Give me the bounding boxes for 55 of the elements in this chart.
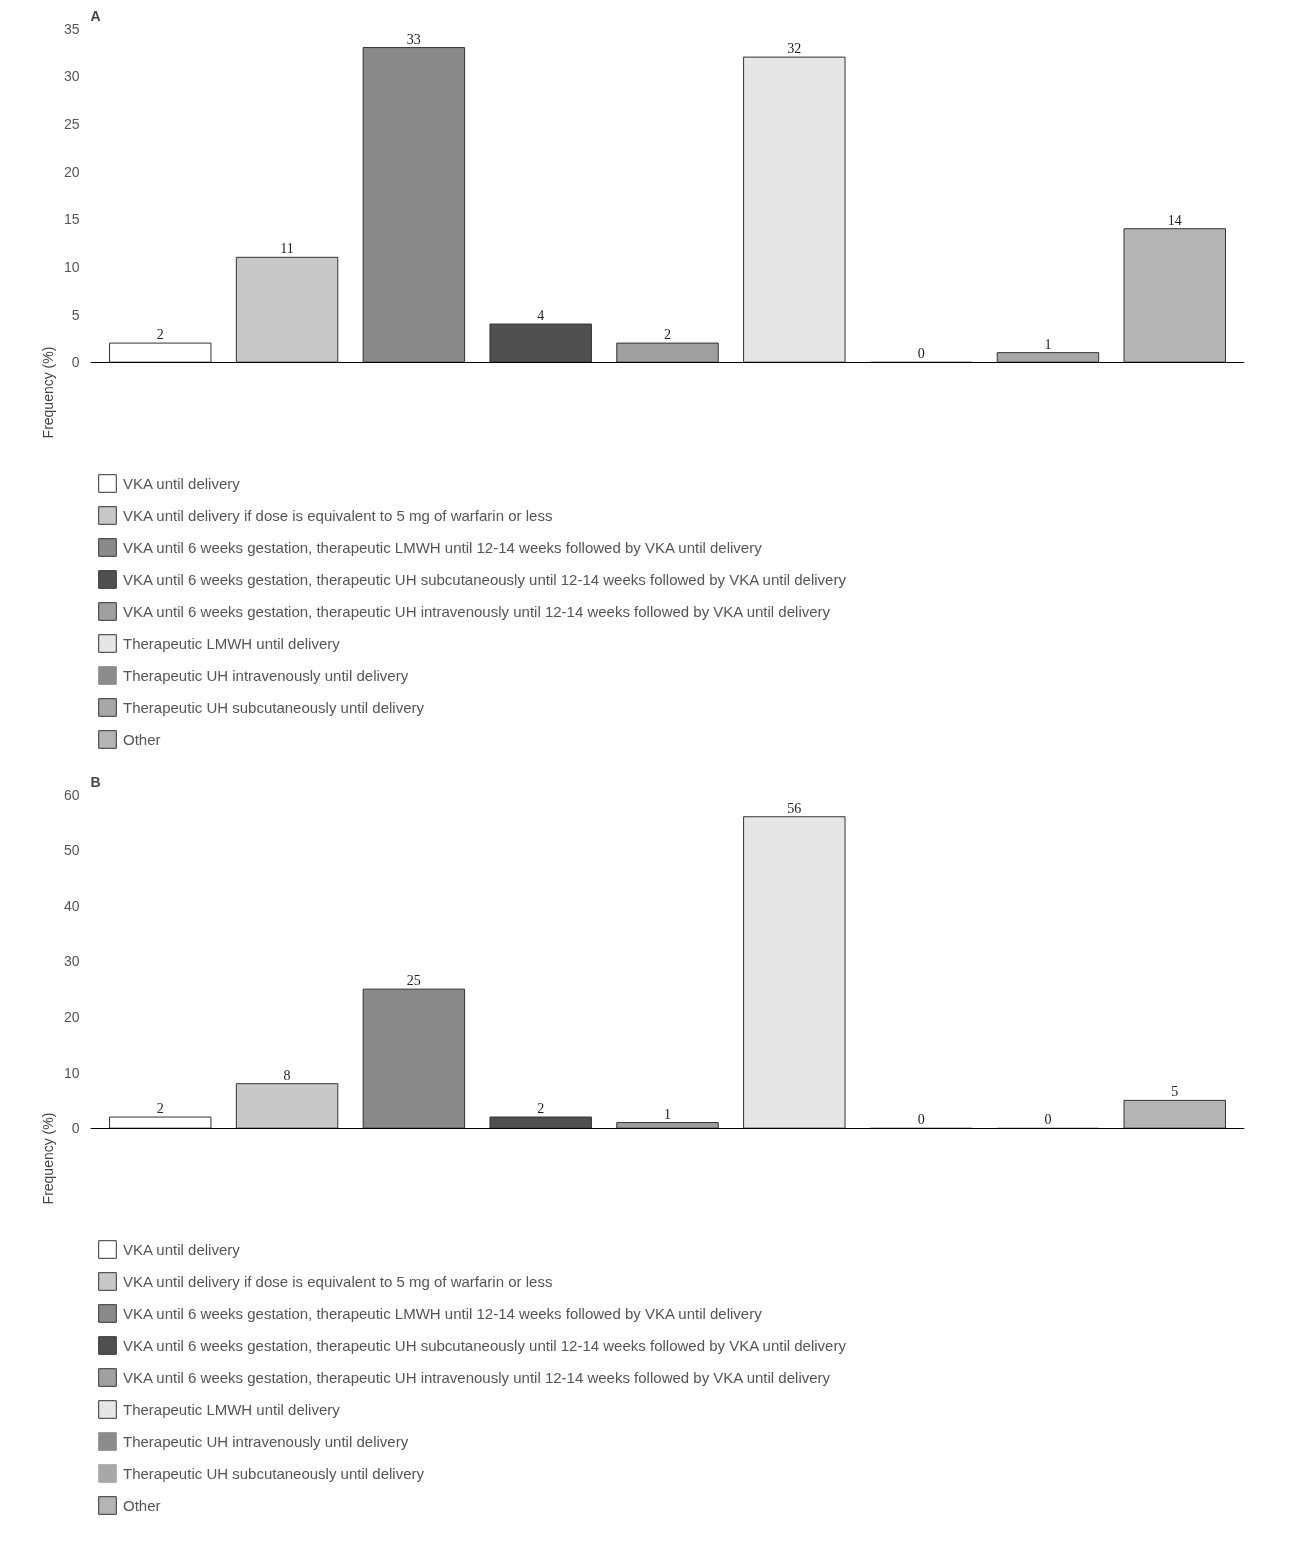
data-label: 14 xyxy=(1167,212,1182,228)
y-tick-label: 20 xyxy=(63,1008,80,1025)
y-tick-label: 15 xyxy=(63,211,80,228)
y-tick-label: 60 xyxy=(63,786,80,803)
data-label: 1 xyxy=(664,1106,671,1122)
data-label: 0 xyxy=(1044,1112,1052,1128)
legend-label: VKA until delivery xyxy=(123,1240,240,1258)
legend-label: Therapeutic UH subcutaneously until delivery xyxy=(123,698,424,716)
data-label: 0 xyxy=(917,346,925,362)
legend-label: VKA until 6 weeks gestation, therapeutic LMWH until 12-14 weeks followed by VKA until delivery xyxy=(123,538,762,556)
y-tick-label: 50 xyxy=(63,842,80,859)
data-label: 1 xyxy=(1044,336,1052,352)
y-tick-label: 10 xyxy=(63,1064,80,1081)
legend-label: VKA until delivery if dose is equivalent to 5 mg of warfarin or less xyxy=(123,1272,553,1290)
y-tick-label: 0 xyxy=(71,354,80,371)
legend-label: Therapeutic UH intravenously until delivery xyxy=(123,666,409,684)
legend-label: VKA until 6 weeks gestation, therapeutic UH intravenously until 12-14 weeks followed by VKA until delivery xyxy=(123,1368,831,1386)
legend-label: VKA until 6 weeks gestation, therapeutic UH intravenously until 12-14 weeks followed by VKA until delivery xyxy=(123,602,831,620)
y-tick-label: 0 xyxy=(71,1120,80,1137)
legend-label: Therapeutic LMWH until delivery xyxy=(123,634,340,652)
data-label: 32 xyxy=(787,41,802,57)
legend-label: Therapeutic UH intravenously until delivery xyxy=(123,1432,409,1450)
data-label: 8 xyxy=(283,1067,291,1083)
data-label: 2 xyxy=(664,327,671,343)
data-label: 5 xyxy=(1171,1084,1179,1100)
legend-label: VKA until delivery if dose is equivalent to 5 mg of warfarin or less xyxy=(123,506,553,524)
data-label: 56 xyxy=(787,800,802,816)
data-label: 4 xyxy=(537,308,545,324)
y-tick-label: 10 xyxy=(63,258,80,275)
y-axis-title: Frequency (%) xyxy=(39,1112,56,1205)
y-tick-label: 30 xyxy=(63,953,80,970)
data-label: 25 xyxy=(406,973,421,989)
y-axis-title: Frequency (%) xyxy=(39,346,56,439)
y-tick-label: 25 xyxy=(63,115,80,132)
legend-label: VKA until 6 weeks gestation, therapeutic UH subcutaneously until 12-14 weeks followed by VKA until delivery xyxy=(123,570,846,588)
legend-label: Therapeutic UH subcutaneously until delivery xyxy=(123,1464,424,1482)
legend-label: VKA until 6 weeks gestation, therapeutic LMWH until 12-14 weeks followed by VKA until delivery xyxy=(123,1304,762,1322)
y-tick-label: 5 xyxy=(71,306,80,323)
legend-label: VKA until 6 weeks gestation, therapeutic UH subcutaneously until 12-14 weeks followed by VKA until delivery xyxy=(123,1336,846,1354)
data-label: 2 xyxy=(156,327,164,343)
data-label: 0 xyxy=(917,1112,925,1128)
legend-label: Therapeutic LMWH until delivery xyxy=(123,1400,340,1418)
data-label: 33 xyxy=(406,31,421,47)
legend-label: Other xyxy=(123,1496,161,1514)
y-tick-label: 35 xyxy=(63,20,80,37)
chart-title: B xyxy=(90,773,101,790)
chart-title: A xyxy=(90,7,101,24)
data-label: 11 xyxy=(280,241,294,257)
y-tick-label: 30 xyxy=(63,68,80,85)
y-tick-label: 40 xyxy=(63,897,80,914)
data-label: 2 xyxy=(537,1101,545,1117)
legend-label: Other xyxy=(123,730,161,748)
data-label: 2 xyxy=(156,1101,164,1117)
y-tick-label: 20 xyxy=(63,163,80,180)
legend-label: VKA until delivery xyxy=(123,474,240,492)
